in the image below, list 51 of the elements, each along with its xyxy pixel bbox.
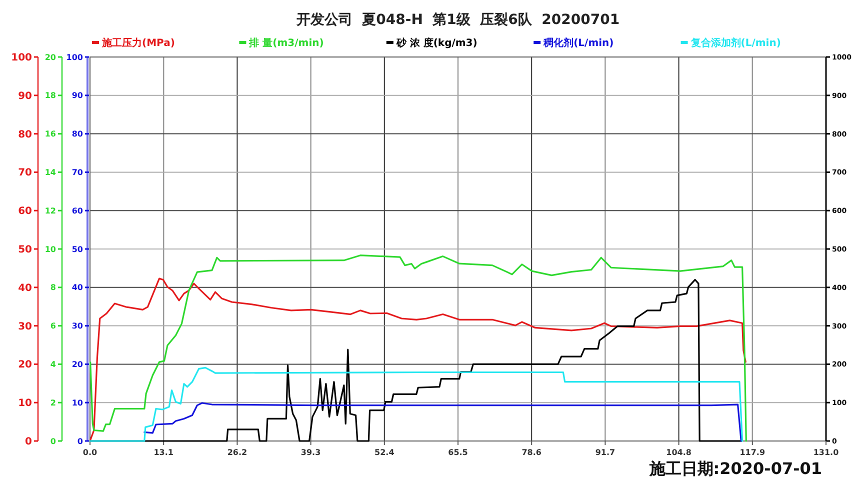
y-tick-label: 40 — [72, 283, 84, 292]
x-tick-label: 26.2 — [227, 448, 248, 457]
x-tick-label: 0.0 — [82, 448, 98, 457]
y-tick-label: 70 — [72, 168, 84, 177]
y3-tick-label: 10 — [44, 244, 56, 254]
y3-tick-label: 20 — [44, 52, 56, 62]
y-tick-label: 70 — [18, 168, 32, 179]
chart-title: 开发公司 夏048-H 第1级 压裂6队 20200701 — [295, 12, 620, 28]
y-tick-label: 50 — [18, 244, 32, 256]
x-tick-label: 104.8 — [666, 448, 692, 457]
y-tick-label: 30 — [18, 321, 32, 332]
y3-tick-label: 0 — [50, 436, 56, 446]
y-tick-label: 40 — [18, 282, 32, 294]
y-tick-label: 20 — [72, 360, 84, 369]
legend-label: 排 量(m3/min) — [248, 37, 324, 49]
y-tick-label: 50 — [72, 244, 84, 254]
y-tick-label: 80 — [72, 130, 84, 139]
y3-tick-label: 14 — [44, 168, 56, 177]
y-tick-label: 30 — [72, 322, 84, 331]
y3-tick-label: 8 — [50, 283, 56, 292]
y-tick-label: 100 — [11, 52, 32, 64]
x-tick-label: 117.9 — [740, 448, 766, 457]
legend-label: 稠化剂(L/min) — [542, 37, 614, 49]
x-tick-label: 39.3 — [300, 448, 321, 457]
y-tick-label: 10 — [72, 398, 84, 408]
y-tick-label: 10 — [18, 398, 32, 410]
y-tick-label: 60 — [72, 206, 84, 216]
legend-label: 砂 浓 度(kg/m3) — [395, 37, 478, 49]
legend-label: 施工压力(MPa) — [101, 37, 175, 49]
x-tick-label: 52.4 — [374, 448, 395, 457]
text: 施工日期:2020-07-01 — [648, 459, 822, 478]
y3-tick-label: 16 — [44, 130, 56, 139]
y-tick-label: 0 — [77, 436, 84, 446]
x-tick-label: 65.5 — [448, 448, 468, 457]
y-tick-label: 60 — [18, 206, 32, 218]
y-tick-label: 80 — [18, 129, 32, 140]
y-tick-label: 0 — [25, 436, 32, 448]
y3-tick-label: 12 — [44, 206, 56, 216]
y-tick-label: 90 — [18, 90, 32, 102]
y3-tick-label: 18 — [44, 91, 56, 100]
x-tick-label: 13.1 — [154, 448, 174, 457]
y3-tick-label: 4 — [50, 360, 56, 369]
x-tick-label: 91.7 — [595, 448, 616, 457]
x-tick-label: 131.0 — [813, 448, 840, 457]
y3-tick-label: 6 — [50, 322, 56, 331]
x-tick-label: 78.6 — [522, 448, 542, 457]
legend-label: 复合添加剂(L/min) — [690, 37, 781, 49]
y3-tick-label: 2 — [50, 398, 56, 408]
y-tick-label: 20 — [18, 360, 32, 371]
y-tick-label: 100 — [66, 52, 84, 62]
y-tick-label: 90 — [72, 91, 84, 100]
